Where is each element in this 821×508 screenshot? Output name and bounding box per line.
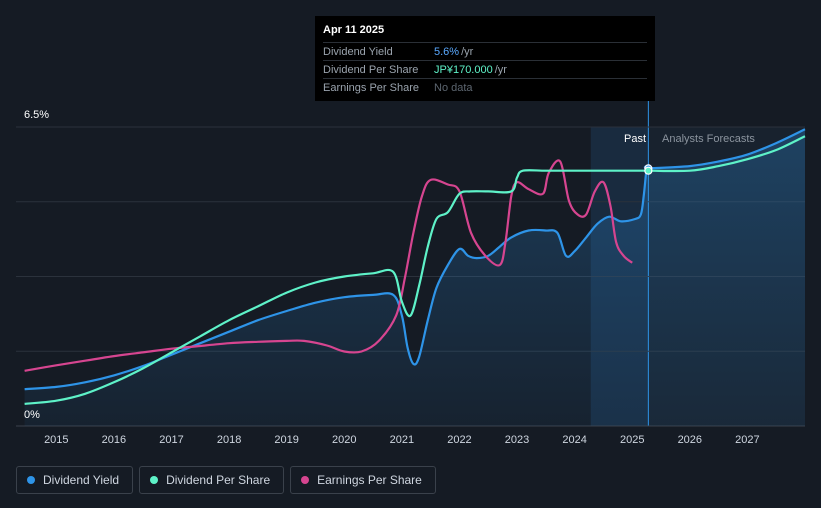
tooltip-unit: /yr <box>461 45 474 58</box>
past-label: Past <box>624 133 646 145</box>
x-tick-label: 2017 <box>159 434 183 446</box>
x-tick-label: 2026 <box>678 434 702 446</box>
dividend-yield-dot-icon <box>27 476 35 484</box>
tooltip-label: Earnings Per Share <box>323 81 419 94</box>
tooltip: Apr 11 2025 Dividend Yield 5.6% /yr Divi… <box>315 16 655 101</box>
legend-item-earnings-per-share[interactable]: Earnings Per Share <box>290 466 436 494</box>
tooltip-unit: /yr <box>494 63 507 76</box>
dividend-yield-area <box>24 129 806 427</box>
legend-item-dividend-yield[interactable]: Dividend Yield <box>16 466 134 494</box>
tooltip-date: Apr 11 2025 <box>323 24 385 36</box>
earnings-per-share-dot-icon <box>301 476 310 484</box>
x-tick-label: 2022 <box>447 434 471 446</box>
tooltip-label: Dividend Per Share <box>323 63 419 76</box>
x-tick-label: 2015 <box>44 434 68 446</box>
dividend-yield-line <box>24 128 806 391</box>
tooltip-row-dividend-yield: Dividend Yield 5.6% /yr <box>323 42 647 60</box>
tooltip-value: No data <box>434 81 473 94</box>
x-tick-label: 2016 <box>102 434 126 446</box>
x-tick-label: 2027 <box>735 434 759 446</box>
y-tick-label: 0% <box>24 409 40 421</box>
tooltip-label: Dividend Yield <box>323 45 393 58</box>
earnings-per-share-line <box>24 159 633 372</box>
legend-label: Dividend Per Share <box>166 473 271 487</box>
legend-label: Dividend Yield <box>43 473 120 487</box>
y-tick-label: 6.5% <box>24 109 49 121</box>
dividend-per-share-line <box>24 135 806 405</box>
x-tick-label: 2023 <box>505 434 529 446</box>
tooltip-value: JP¥170.000 <box>434 63 493 76</box>
x-tick-label: 2025 <box>620 434 644 446</box>
x-tick-label: 2019 <box>274 434 298 446</box>
tooltip-row-dividend-per-share: Dividend Per Share JP¥170.000 /yr <box>323 60 647 78</box>
x-tick-label: 2020 <box>332 434 356 446</box>
dividend-per-share-dot-icon <box>150 476 159 484</box>
legend: Dividend Yield Dividend Per Share Earnin… <box>16 466 436 494</box>
legend-item-dividend-per-share[interactable]: Dividend Per Share <box>139 466 285 494</box>
tooltip-row-earnings-per-share: Earnings Per Share No data <box>323 78 647 96</box>
legend-label: Earnings Per Share <box>317 473 422 487</box>
x-tick-label: 2024 <box>562 434 586 446</box>
x-tick-label: 2021 <box>390 434 414 446</box>
tooltip-value: 5.6% <box>434 45 460 58</box>
forecast-label: Analysts Forecasts <box>662 133 755 145</box>
dividend-per-share-marker <box>644 166 653 175</box>
x-tick-label: 2018 <box>217 434 241 446</box>
